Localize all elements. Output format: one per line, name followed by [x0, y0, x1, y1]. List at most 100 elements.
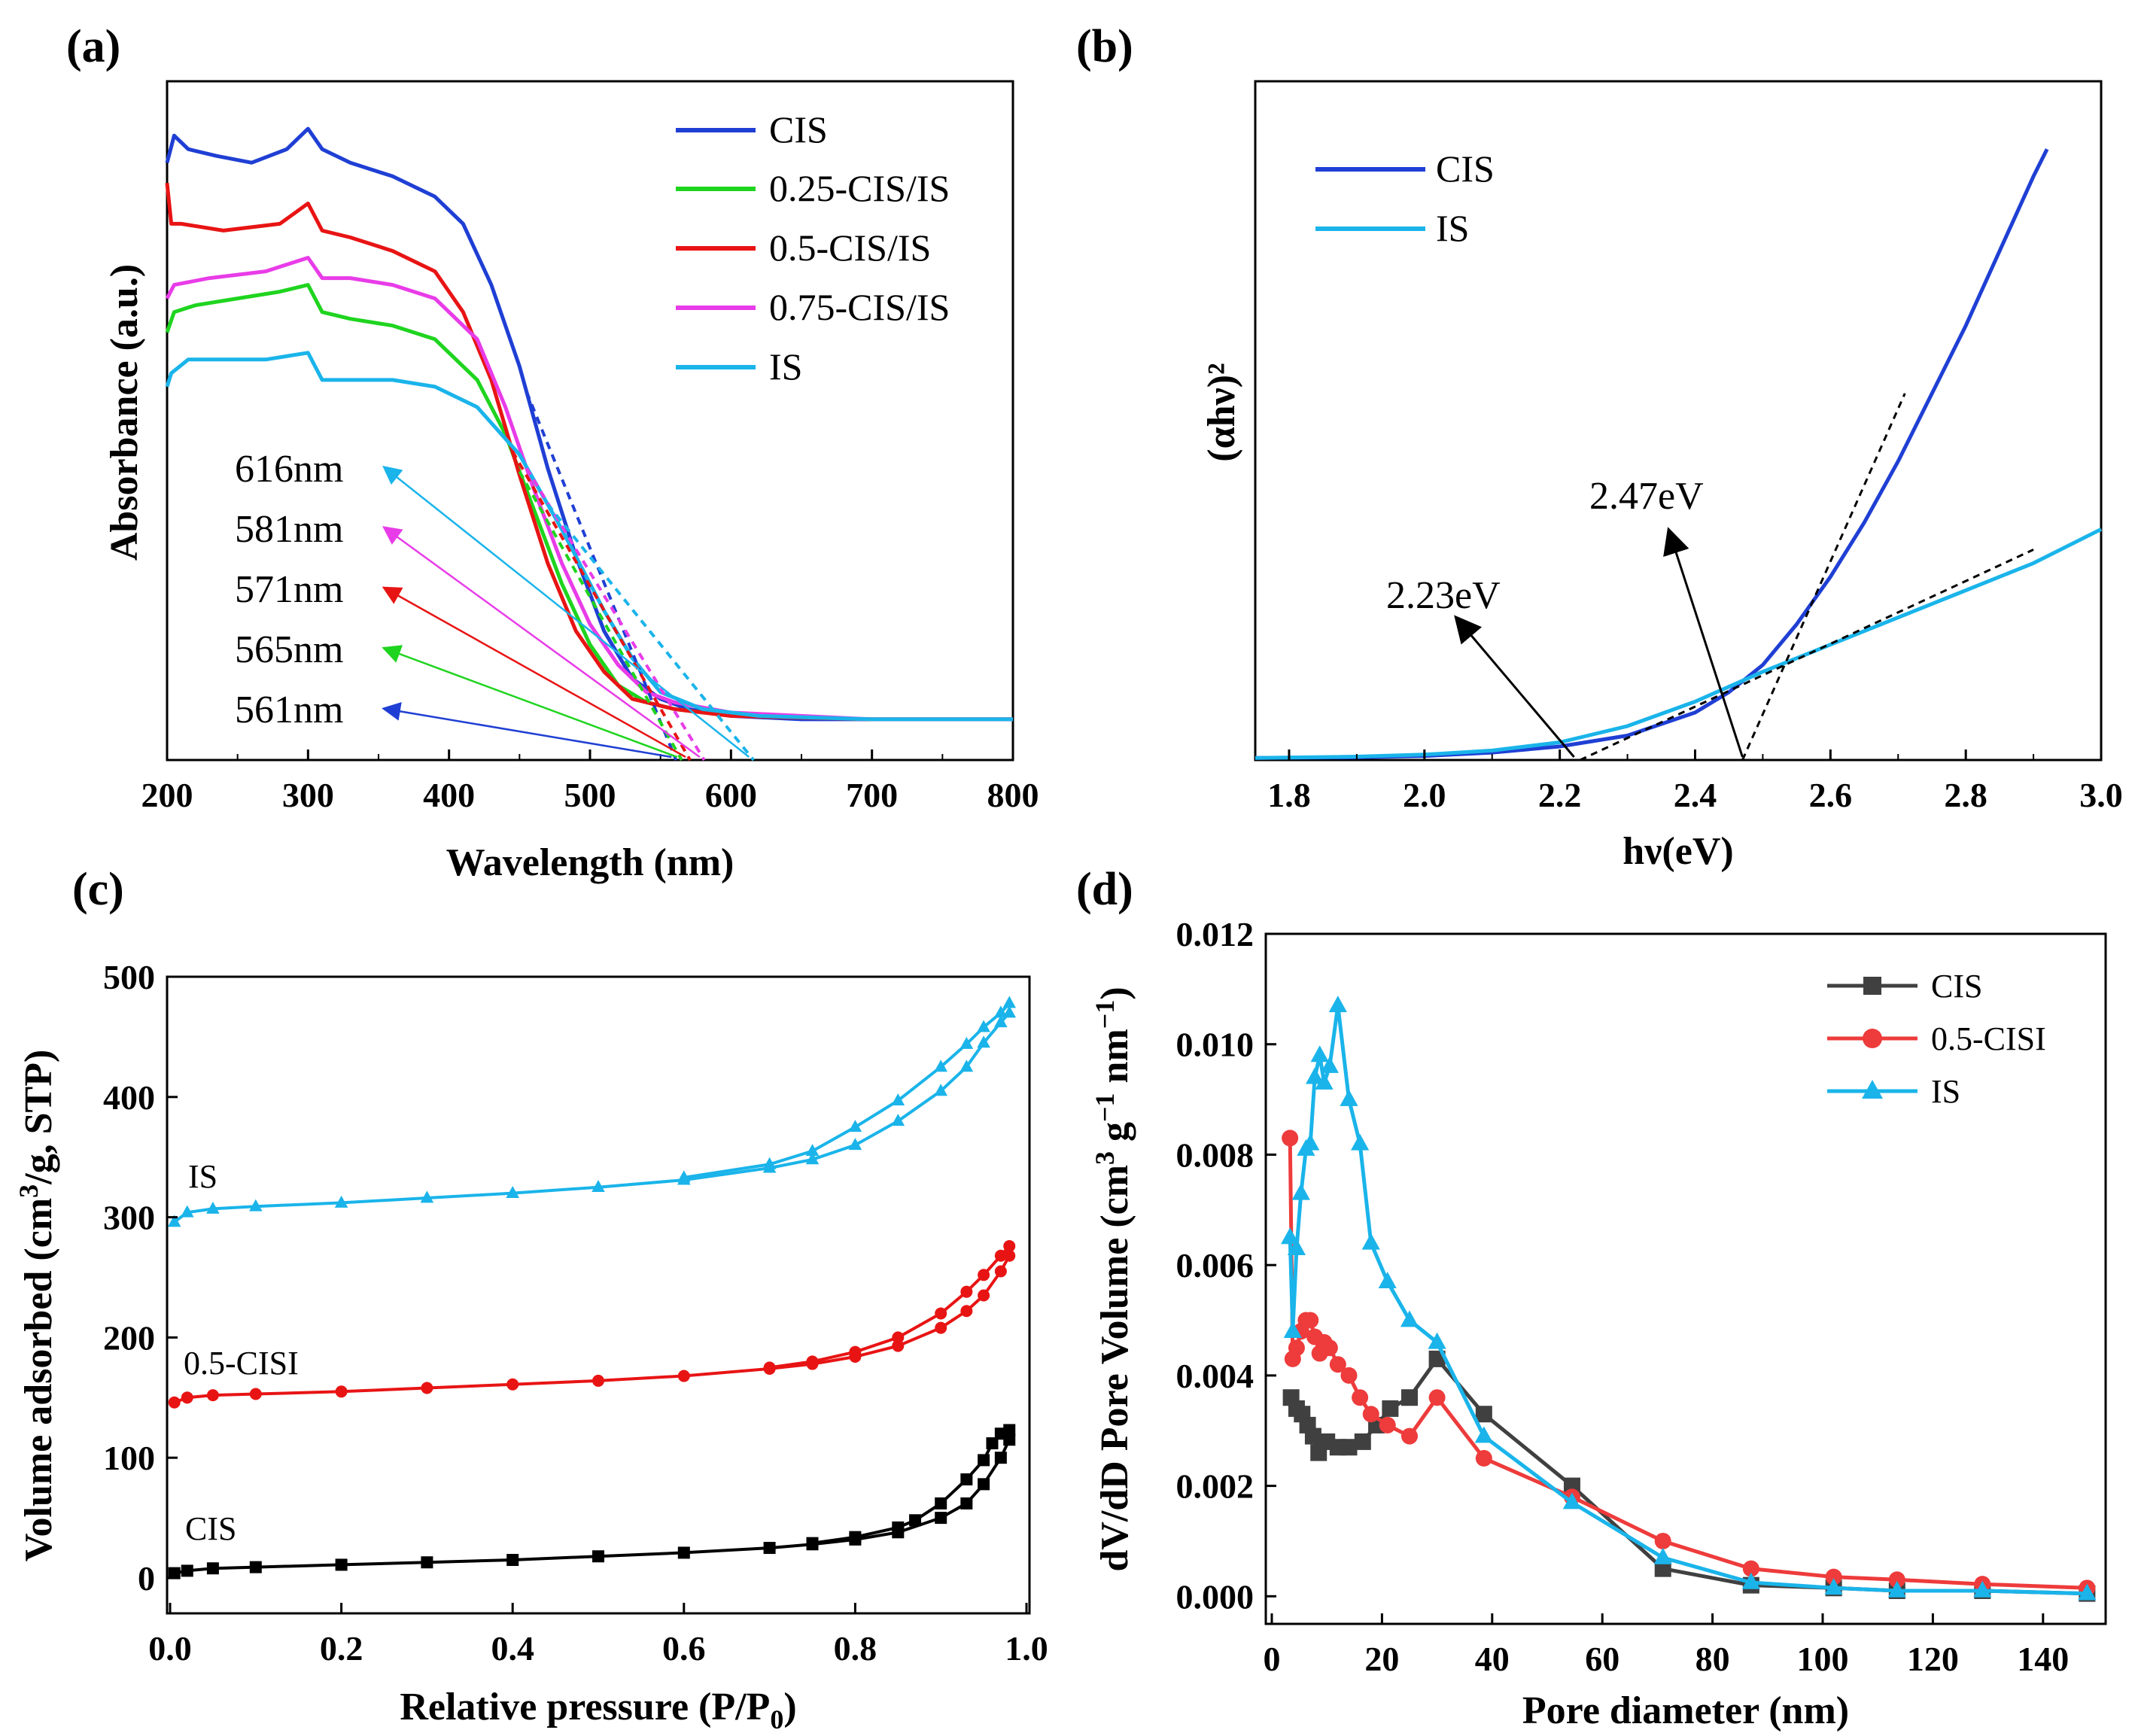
point-c-0-desorption-1	[994, 1005, 1008, 1018]
panel-b-legend: CIS IS	[1315, 147, 1495, 249]
point-c-0-desorption-9	[677, 1170, 691, 1183]
point-c-0-adsorption-6	[506, 1186, 519, 1199]
point-d-0-12	[1401, 1389, 1418, 1406]
series-b-1	[1255, 527, 2103, 760]
ytick-label-d-0.012: 0.012	[1176, 915, 1255, 953]
point-d-1-0	[1282, 1129, 1299, 1147]
point-c-1-desorption-4	[935, 1307, 947, 1320]
point-c-1-adsorption-4	[335, 1385, 348, 1398]
point-c-2-adsorption-13	[935, 1512, 947, 1525]
xtick-label-c-0.4: 0.4	[491, 1629, 534, 1668]
legend-d-is: IS	[1931, 1073, 1960, 1110]
panel-c-ticks: 0.0 0.2 0.4 0.6 0.8 1.0 0 100 200 300 400 500	[103, 958, 1048, 1668]
xtick-label-d-120: 120	[1907, 1640, 1959, 1678]
arrow-a-1	[382, 526, 701, 759]
series-a-4	[165, 351, 1013, 722]
point-c-2-desorption-1	[994, 1427, 1007, 1440]
annot-561nm: 561nm	[235, 689, 343, 731]
panel-a-ylabel: Absorbance (a.u.)	[103, 264, 146, 561]
point-c-1-desorption-1	[994, 1249, 1007, 1262]
point-c-1-adsorption-1	[181, 1391, 193, 1404]
point-c-2-desorption-8	[849, 1531, 862, 1543]
panel-d-legend: CIS 0.5-CISI IS	[1827, 968, 2046, 1110]
annot-581nm: 581nm	[235, 508, 343, 551]
point-c-0-adsorption-0	[167, 1215, 181, 1227]
point-c-1-desorption-8	[763, 1361, 776, 1374]
point-c-1-adsorption-2	[206, 1389, 219, 1402]
point-d-2-7	[1310, 1045, 1329, 1063]
legend-d-cis: CIS	[1931, 968, 1982, 1005]
point-c-1-adsorption-6	[506, 1378, 519, 1391]
panel-d-ticks: 0 20 40 60 80 100 120 140 0.000 0.002 0.004 0.006 0.…	[1176, 915, 2070, 1678]
point-c-2-adsorption-6	[506, 1554, 519, 1567]
panel-a-label: (a)	[66, 21, 120, 72]
annot-565nm: 565nm	[235, 628, 343, 671]
ytick-label-c-400: 400	[103, 1078, 155, 1117]
point-d-2-15	[1400, 1310, 1419, 1327]
point-d-1-19	[1654, 1532, 1671, 1549]
point-d-1-5	[1302, 1312, 1319, 1329]
panel-a: (a) 200 300 400 500 600 700 800 Wavelength (nm…	[66, 21, 1039, 884]
point-c-0-desorption-6	[848, 1120, 862, 1133]
legend-a-025: 0.25-CIS/IS	[769, 167, 950, 209]
xtick-label-c-1.0: 1.0	[1005, 1629, 1048, 1668]
panel-b-ylabel: (αhν)²	[1200, 363, 1243, 461]
panel-b-xlabel: hν(eV)	[1623, 830, 1733, 873]
point-c-2-desorption-6	[909, 1514, 922, 1527]
point-d-1-11	[1340, 1367, 1358, 1384]
series-a-3	[165, 256, 1013, 722]
xtick-label-d-140: 140	[2017, 1640, 2069, 1678]
point-c-0-adsorption-7	[592, 1180, 605, 1193]
arrow-b-247	[1663, 527, 1744, 758]
ytick-label-d-0.002: 0.002	[1176, 1467, 1255, 1506]
legend-d-marker-is	[1862, 1080, 1883, 1099]
panel-b-annotations: 2.23eV 2.47eV	[1386, 475, 1744, 758]
panel-a-series	[165, 126, 1013, 762]
point-d-2-18	[1562, 1492, 1582, 1509]
point-c-2-adsorption-3	[249, 1561, 262, 1573]
panel-c-label: (c)	[72, 864, 124, 915]
point-c-1-adsorption-12	[892, 1339, 905, 1352]
point-d-1-10	[1329, 1356, 1346, 1373]
legend-b-cis: CIS	[1436, 147, 1495, 190]
point-d-0-8	[1340, 1439, 1358, 1456]
point-d-2-1	[1283, 1321, 1302, 1338]
point-d-1-21	[1825, 1568, 1842, 1586]
point-c-2-adsorption-7	[592, 1550, 604, 1563]
point-c-0-adsorption-17	[1002, 1005, 1017, 1018]
point-d-1-14	[1379, 1416, 1396, 1433]
annot-247ev: 2.47eV	[1589, 475, 1704, 518]
point-c-1-adsorption-14	[960, 1305, 973, 1318]
point-d-2-22	[1887, 1580, 1906, 1598]
annot-223ev: 2.23eV	[1386, 574, 1501, 617]
point-c-0-adsorption-5	[420, 1190, 434, 1203]
point-d-1-13	[1362, 1406, 1379, 1423]
point-c-2-adsorption-1	[181, 1564, 193, 1577]
series-c-2-adsorption	[174, 1439, 1011, 1575]
arrow-b-223	[1454, 615, 1575, 758]
legend-b-is: IS	[1436, 207, 1469, 249]
point-d-1-9	[1321, 1339, 1338, 1357]
xtick-label-a-800: 800	[987, 776, 1039, 814]
legend-d-marker-cis	[1863, 977, 1881, 995]
panel-b-x-ticks: 1.8 2.0 2.2 2.4 2.6 2.8 3.0	[1267, 749, 2123, 814]
xtick-label-b-3.0: 3.0	[2079, 776, 2123, 814]
tangent-b-0	[1741, 393, 1906, 761]
point-c-0-adsorption-10	[805, 1152, 820, 1165]
point-c-1-adsorption-13	[935, 1321, 947, 1334]
point-c-0-adsorption-14	[960, 1060, 974, 1072]
point-d-2-10	[1328, 996, 1347, 1013]
point-c-2-adsorption-9	[763, 1542, 776, 1555]
point-c-2-adsorption-0	[168, 1567, 181, 1579]
point-c-0-desorption-8	[762, 1157, 777, 1169]
point-c-1-adsorption-16	[994, 1265, 1007, 1278]
point-c-0-adsorption-1	[180, 1205, 194, 1218]
series-d-2	[1288, 1003, 2088, 1596]
ytick-label-d-0.006: 0.006	[1176, 1246, 1255, 1285]
point-c-2-adsorption-15	[978, 1478, 990, 1491]
panel-d-ylabel: dV/dD Pore Volume (cm3 g−1 nm−1)	[1090, 987, 1136, 1571]
point-c-1-desorption-2	[978, 1269, 990, 1281]
tangent-a-1	[518, 470, 683, 761]
point-c-1-desorption-0	[1003, 1239, 1016, 1252]
